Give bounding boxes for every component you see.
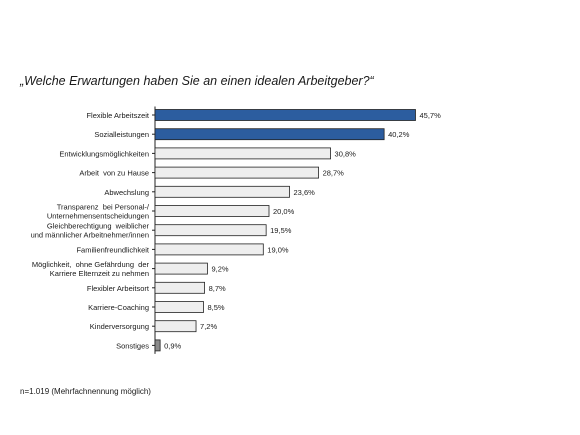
bar <box>154 128 385 141</box>
bar <box>154 339 161 352</box>
bar <box>154 224 267 237</box>
bar <box>154 109 416 121</box>
category-label: Karriere Elternzeit zu nehmen <box>50 269 149 278</box>
value-label: 7,2% <box>200 322 217 331</box>
sample-size-footnote: n=1.019 (Mehrfachnennung möglich) <box>20 387 151 396</box>
category-label: Familienfreundlichkeit <box>76 245 149 254</box>
category-label: Flexible Arbeitszeit <box>86 111 149 120</box>
bar <box>154 281 205 294</box>
category-label: Möglichkeit, ohne Gefährdung der <box>32 260 150 269</box>
category-label: Transparenz bei Personal-/ <box>57 203 150 212</box>
value-label: 19,5% <box>270 226 292 235</box>
bar <box>154 262 208 275</box>
value-label: 0,9% <box>164 341 181 350</box>
value-label: 23,6% <box>294 188 316 197</box>
bar <box>154 166 319 179</box>
category-label: Arbeit von zu Hause <box>79 169 149 178</box>
category-label: und männlicher Arbeitnehmer/innen <box>31 231 149 240</box>
chart-title: „Welche Erwartungen haben Sie an einen i… <box>20 74 374 88</box>
bar <box>154 205 270 217</box>
value-label: 8,5% <box>207 303 224 312</box>
value-label: 28,7% <box>323 169 345 178</box>
category-label: Flexibler Arbeitsort <box>87 284 150 293</box>
category-label: Sonstiges <box>116 341 149 350</box>
value-label: 30,8% <box>335 149 357 158</box>
bar <box>154 147 331 160</box>
category-label: Unternehmensentscheidungen <box>47 212 149 221</box>
bar <box>154 320 197 333</box>
bar <box>154 185 290 198</box>
bar <box>154 243 264 256</box>
value-label: 40,2% <box>388 130 410 139</box>
category-label: Sozialleistungen <box>94 130 149 139</box>
value-label: 9,2% <box>211 265 228 274</box>
category-label: Abwechslung <box>104 188 149 197</box>
category-label: Kinderversorgung <box>90 322 149 331</box>
category-label: Gleichberechtigung weiblicher <box>47 222 150 231</box>
value-label: 8,7% <box>209 284 226 293</box>
bar <box>154 301 204 313</box>
category-label: Entwicklungsmöglichkeiten <box>59 149 149 158</box>
value-label: 19,0% <box>267 245 289 254</box>
value-label: 45,7% <box>419 111 441 120</box>
category-label: Karriere-Coaching <box>88 303 149 312</box>
value-label: 20,0% <box>273 207 295 216</box>
